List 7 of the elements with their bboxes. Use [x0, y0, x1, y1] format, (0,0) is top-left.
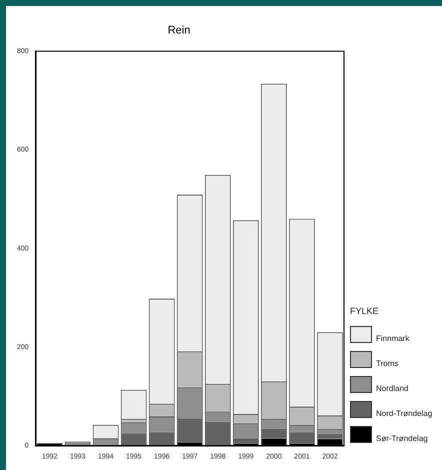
- legend-label: Nordland: [376, 384, 408, 393]
- legend-label: Finnmark: [376, 334, 410, 343]
- legend-label: Nord-Trøndelag: [376, 409, 432, 418]
- legend-label: Sør-Trøndelag: [376, 434, 428, 443]
- chart-title: Rein: [168, 24, 190, 37]
- legend-label: Troms: [376, 359, 398, 368]
- legend-title: FYLKE: [350, 306, 380, 316]
